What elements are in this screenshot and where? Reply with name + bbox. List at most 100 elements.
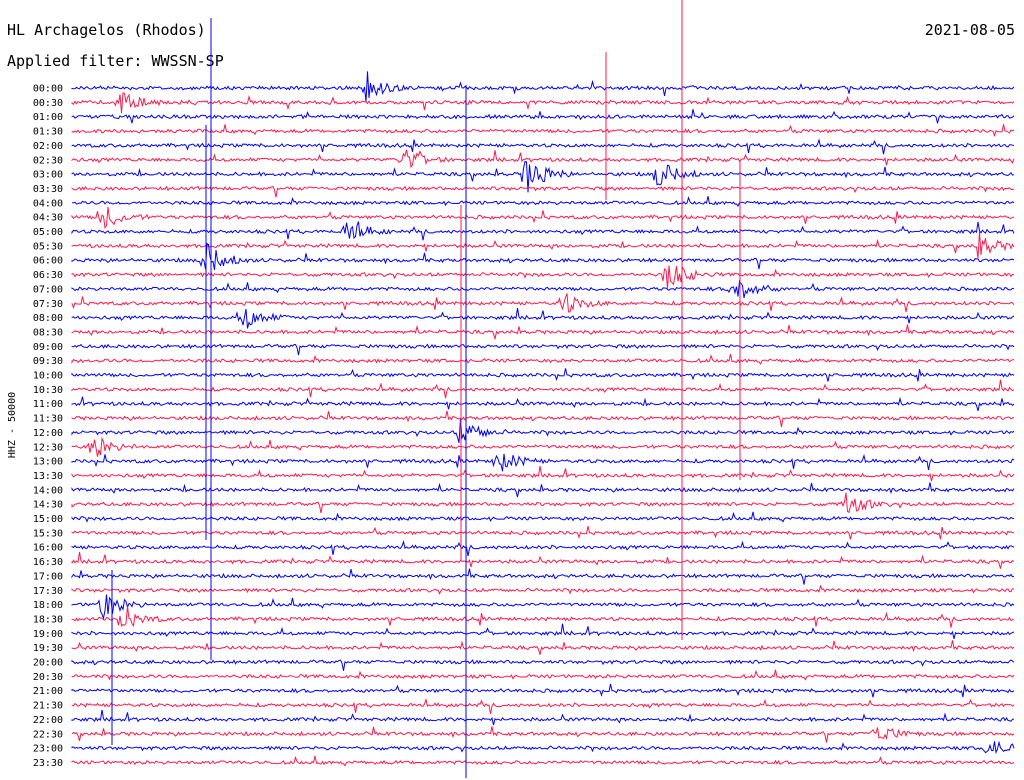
trace-row [71,324,1015,340]
trace-row [71,709,1015,726]
trace-row [71,379,1015,399]
row-time-label: 06:30 [33,270,63,281]
row-time-label: 08:00 [33,313,63,324]
row-time-label: 10:00 [33,371,63,382]
trace-row [71,594,1015,621]
trace-row [71,436,1015,457]
trace-row [71,584,1015,595]
row-time-label: 23:30 [33,758,63,769]
row-time-label: 14:30 [33,500,63,511]
row-time-label: 13:00 [33,457,63,468]
trace-row [71,307,1015,329]
row-time-label: 18:30 [33,614,63,625]
row-time-label: 11:00 [33,399,63,410]
trace-row [71,196,1015,207]
trace-row [71,138,1015,155]
row-time-label: 19:30 [33,643,63,654]
row-time-label: 09:30 [33,356,63,367]
row-time-label: 11:30 [33,414,63,425]
trace-row [71,368,1015,382]
row-time-label: 01:00 [33,112,63,123]
row-time-label: 09:00 [33,342,63,353]
trace-row [71,551,1015,569]
station-title: HL Archagelos (Rhodos) [7,21,206,39]
trace-row [71,683,1015,698]
row-time-label: 02:00 [33,141,63,152]
row-time-label: 16:30 [33,557,63,568]
seismogram-traces [71,71,1015,767]
filter-label: Applied filter: WWSSN-SP [7,52,224,70]
trace-row [71,396,1015,412]
spike-marks [111,0,741,778]
row-time-label: 12:30 [33,442,63,453]
trace-row [71,242,1015,271]
trace-row [71,482,1015,498]
trace-row [71,149,1015,169]
trace-row [71,492,1015,514]
trace-row [71,265,1015,289]
row-time-label: 07:30 [33,299,63,310]
row-time-label: 08:30 [33,327,63,338]
row-time-label: 19:00 [33,629,63,640]
trace-row [71,231,1015,259]
trace-row [71,453,1015,472]
trace-row [71,279,1015,299]
trace-row [71,160,1015,193]
row-time-label: 07:00 [33,284,63,295]
trace-row [71,92,1015,114]
trace-row [71,109,1015,124]
trace-row [71,568,1015,585]
trace-row [71,221,1015,241]
row-time-labels: 00:00 00:30 01:00 01:30 02:00 02:30 03:00 03:30… [33,84,63,769]
row-time-label: 00:00 [33,84,63,95]
trace-row [71,640,1015,655]
channel-label: HHZ - 50000 [7,392,18,458]
trace-row [71,697,1015,714]
row-time-label: 18:00 [33,600,63,611]
row-time-label: 15:30 [33,528,63,539]
row-time-label: 03:00 [33,170,63,181]
trace-row [71,623,1015,640]
trace-row [71,755,1015,767]
trace-row [71,353,1015,365]
trace-row [71,726,1015,743]
row-time-label: 06:00 [33,256,63,267]
row-time-label: 02:30 [33,155,63,166]
row-time-label: 17:00 [33,571,63,582]
trace-row [71,525,1015,540]
row-time-label: 21:00 [33,686,63,697]
row-time-label: 05:00 [33,227,63,238]
row-time-label: 00:30 [33,98,63,109]
trace-row [71,606,1014,628]
row-time-label: 17:30 [33,586,63,597]
trace-row [71,465,1015,482]
trace-row [71,740,1015,755]
row-time-label: 13:30 [33,471,63,482]
trace-row [71,293,1015,313]
trace-row [71,206,1015,230]
trace-row [71,410,1015,427]
row-time-label: 04:00 [33,198,63,209]
trace-row [71,669,1015,681]
row-time-label: 21:30 [33,701,63,712]
trace-row [71,659,1015,671]
trace-row [71,418,1015,444]
row-time-label: 03:30 [33,184,63,195]
row-time-label: 05:30 [33,241,63,252]
row-time-label: 23:00 [33,744,63,755]
row-time-label: 12:00 [33,428,63,439]
trace-row [71,539,1015,557]
row-time-label: 14:00 [33,485,63,496]
record-date: 2021-08-05 [925,21,1015,39]
row-time-label: 20:30 [33,672,63,683]
row-time-label: 10:30 [33,385,63,396]
row-time-label: 04:30 [33,213,63,224]
trace-row [71,511,1015,523]
trace-row [71,343,1015,356]
row-time-label: 01:30 [33,127,63,138]
trace-row [71,185,1015,198]
trace-row [71,71,1015,103]
row-time-label: 15:00 [33,514,63,525]
row-time-label: 16:00 [33,543,63,554]
